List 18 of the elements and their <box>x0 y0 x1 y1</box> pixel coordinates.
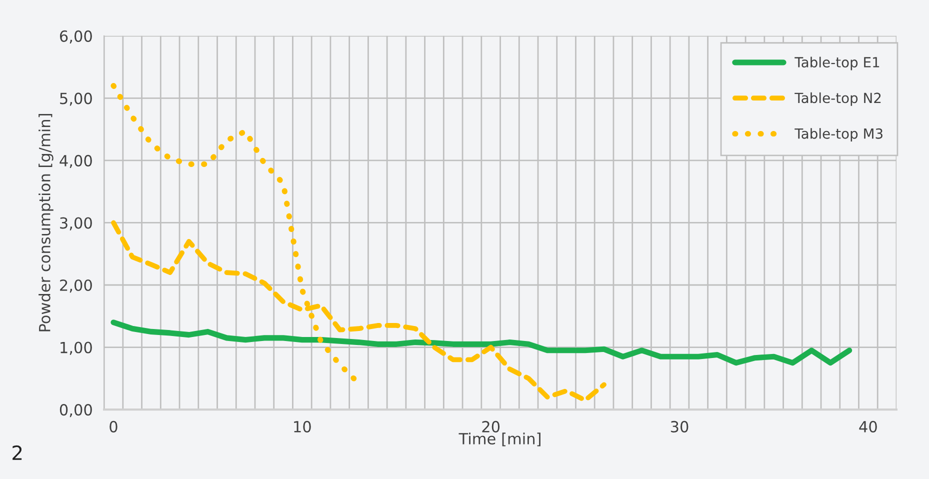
x-tick-label: 10 <box>294 420 311 432</box>
y-tick-label: 4,00 <box>60 154 92 168</box>
legend-label: Table-top N2 <box>794 92 881 106</box>
x-tick-label: 40 <box>859 420 877 432</box>
legend-label: Table-top E1 <box>794 56 880 70</box>
y-tick-label: 1,00 <box>60 342 92 355</box>
y-tick-label: 5,00 <box>60 92 92 106</box>
y-tick-label: 0,00 <box>60 404 92 418</box>
x-tick-label: 30 <box>670 420 688 432</box>
x-tick-label: 0 <box>110 420 118 432</box>
y-tick-label: 2,00 <box>60 279 92 293</box>
x-axis-title: Time [min] <box>458 432 540 446</box>
y-tick-label: 6,00 <box>60 30 92 44</box>
text: 2 <box>12 445 22 460</box>
y-tick-label: 3,00 <box>60 217 92 230</box>
y-axis-title: Powder consumption [g/min] <box>38 114 54 332</box>
legend-label: Table-top M3 <box>794 128 882 142</box>
x-tick-label: 20 <box>482 420 500 432</box>
